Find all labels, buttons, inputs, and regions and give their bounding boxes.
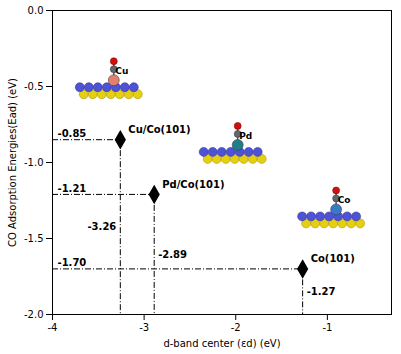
svg-text:Pd/Co(101): Pd/Co(101) [162, 179, 224, 190]
svg-text:-1: -1 [322, 322, 332, 333]
svg-text:d-band center (εd) (eV): d-band center (εd) (eV) [163, 338, 280, 349]
svg-text:Co: Co [338, 195, 351, 205]
svg-text:-1.5: -1.5 [24, 233, 44, 244]
svg-text:0.0: 0.0 [28, 5, 44, 16]
svg-text:-2: -2 [231, 322, 241, 333]
svg-text:-3: -3 [139, 322, 149, 333]
svg-text:-3.26: -3.26 [87, 221, 116, 232]
svg-text:-1.0: -1.0 [24, 157, 44, 168]
svg-text:CO Adsorption Energies(Ead) (e: CO Adsorption Energies(Ead) (eV) [7, 78, 18, 247]
svg-text:-0.5: -0.5 [24, 81, 44, 92]
svg-text:-2.0: -2.0 [24, 309, 44, 320]
svg-text:-4: -4 [48, 322, 58, 333]
svg-text:-1.21: -1.21 [58, 183, 87, 194]
svg-text:Cu: Cu [115, 66, 128, 76]
svg-text:-0.85: -0.85 [58, 128, 87, 139]
svg-text:Cu/Co(101): Cu/Co(101) [128, 124, 190, 135]
svg-text:Co(101): Co(101) [311, 253, 355, 264]
svg-text:-2.89: -2.89 [158, 249, 187, 260]
svg-text:-1.70: -1.70 [58, 257, 87, 268]
svg-text:Pd: Pd [239, 131, 252, 141]
svg-text:-1.27: -1.27 [307, 286, 336, 297]
